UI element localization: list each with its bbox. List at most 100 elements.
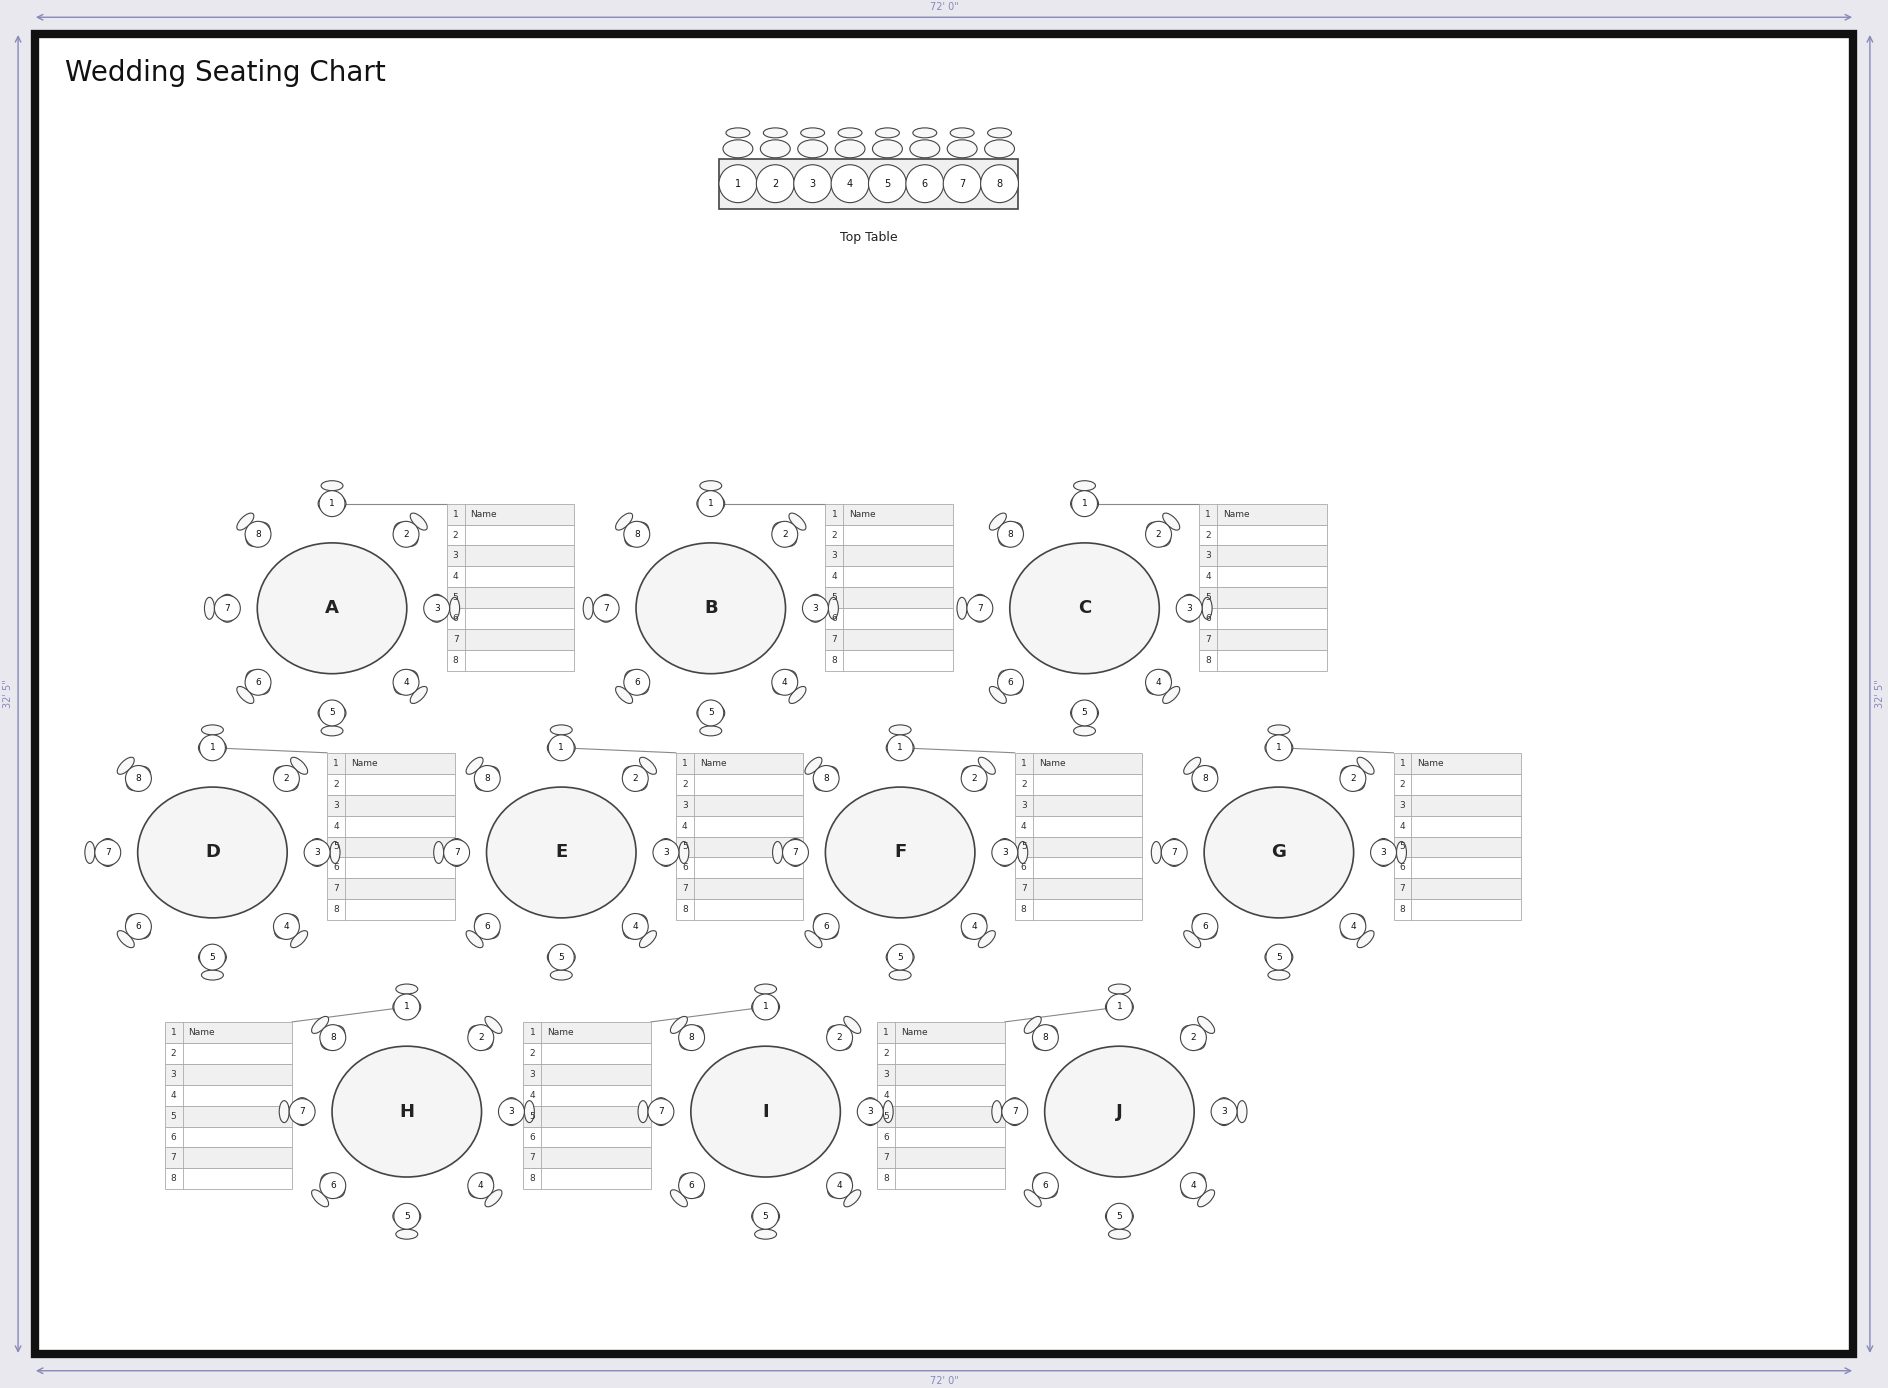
Bar	[447, 525, 574, 545]
Circle shape	[961, 913, 987, 940]
Ellipse shape	[625, 670, 649, 694]
Text: 6: 6	[255, 677, 261, 687]
Ellipse shape	[204, 597, 215, 619]
Ellipse shape	[814, 766, 838, 791]
Text: 5: 5	[884, 179, 891, 189]
Ellipse shape	[950, 128, 974, 137]
Text: 1: 1	[332, 759, 340, 768]
Ellipse shape	[1108, 1230, 1131, 1239]
Circle shape	[319, 700, 346, 726]
Ellipse shape	[1397, 841, 1407, 863]
Bar	[447, 587, 574, 608]
Text: 2: 2	[1155, 530, 1161, 539]
Circle shape	[753, 1203, 778, 1230]
Text: 5: 5	[682, 843, 687, 851]
Bar	[1014, 899, 1142, 920]
Ellipse shape	[1033, 1026, 1057, 1049]
Bar	[327, 816, 455, 837]
Text: Name: Name	[189, 1029, 215, 1037]
Ellipse shape	[885, 947, 914, 967]
Text: 1: 1	[734, 179, 740, 189]
Ellipse shape	[395, 522, 417, 547]
Bar	[447, 608, 574, 629]
Ellipse shape	[236, 514, 253, 530]
Circle shape	[548, 944, 574, 970]
Ellipse shape	[1146, 522, 1171, 547]
Text: Name: Name	[1038, 759, 1065, 768]
Ellipse shape	[680, 1026, 704, 1049]
Ellipse shape	[1205, 787, 1354, 917]
Bar	[676, 837, 804, 858]
Bar	[676, 752, 804, 773]
Bar	[1199, 608, 1327, 629]
Bar	[676, 816, 804, 837]
Ellipse shape	[844, 1016, 861, 1034]
Text: D: D	[206, 844, 219, 862]
Bar	[825, 629, 953, 650]
Circle shape	[814, 766, 838, 791]
Text: 7: 7	[793, 848, 799, 856]
Text: 7: 7	[453, 636, 459, 644]
Ellipse shape	[989, 514, 1006, 530]
Ellipse shape	[844, 1190, 861, 1206]
Ellipse shape	[395, 670, 417, 694]
Ellipse shape	[98, 838, 117, 866]
Bar	[1393, 816, 1522, 837]
Text: 8: 8	[884, 1174, 889, 1184]
Circle shape	[944, 165, 982, 203]
Text: E: E	[555, 844, 568, 862]
Ellipse shape	[502, 1098, 521, 1126]
Ellipse shape	[763, 128, 787, 137]
Ellipse shape	[751, 997, 780, 1017]
Text: 3: 3	[434, 604, 440, 612]
Ellipse shape	[308, 838, 327, 866]
Text: 4: 4	[632, 922, 638, 931]
Text: 3: 3	[1205, 551, 1210, 561]
Ellipse shape	[217, 594, 238, 622]
Text: 6: 6	[136, 922, 142, 931]
Ellipse shape	[312, 1016, 329, 1034]
Ellipse shape	[321, 1173, 346, 1198]
Circle shape	[1072, 700, 1097, 726]
Text: 1: 1	[559, 744, 565, 752]
Circle shape	[887, 944, 914, 970]
Circle shape	[991, 840, 1018, 866]
Ellipse shape	[1340, 915, 1365, 938]
Bar	[327, 752, 455, 773]
Ellipse shape	[1182, 1026, 1206, 1049]
Ellipse shape	[236, 687, 253, 704]
Circle shape	[423, 595, 449, 622]
Ellipse shape	[393, 997, 421, 1017]
Bar	[825, 545, 953, 566]
Ellipse shape	[1180, 594, 1199, 622]
Text: 6: 6	[330, 1181, 336, 1190]
Circle shape	[1210, 1099, 1237, 1124]
Text: 6: 6	[831, 615, 836, 623]
Ellipse shape	[447, 838, 466, 866]
Bar	[1199, 545, 1327, 566]
Text: 5: 5	[1399, 843, 1405, 851]
Text: 3: 3	[529, 1070, 534, 1078]
Bar	[825, 566, 953, 587]
Text: 1: 1	[453, 509, 459, 519]
Bar	[523, 1084, 651, 1106]
Ellipse shape	[948, 140, 978, 158]
Circle shape	[827, 1024, 853, 1051]
Text: 4: 4	[884, 1091, 889, 1099]
Ellipse shape	[332, 1047, 481, 1177]
Circle shape	[1180, 1024, 1206, 1051]
Text: 2: 2	[772, 179, 778, 189]
Circle shape	[678, 1024, 704, 1051]
Bar	[676, 858, 804, 879]
Text: 4: 4	[970, 922, 976, 931]
Text: 2: 2	[332, 780, 338, 788]
Ellipse shape	[293, 1098, 312, 1126]
Bar	[825, 608, 953, 629]
Circle shape	[1146, 669, 1171, 695]
Circle shape	[699, 491, 723, 516]
Ellipse shape	[970, 594, 989, 622]
Ellipse shape	[396, 1230, 417, 1239]
Ellipse shape	[245, 670, 270, 694]
Text: 5: 5	[404, 1212, 410, 1221]
Ellipse shape	[680, 1173, 704, 1198]
